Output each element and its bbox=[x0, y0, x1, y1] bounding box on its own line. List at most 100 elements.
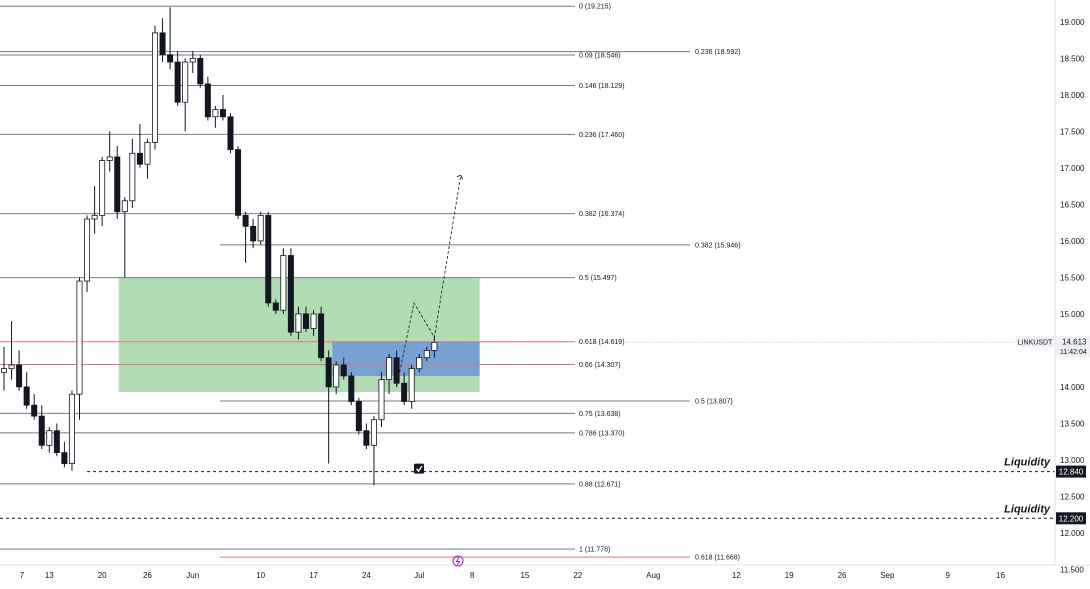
candle-bearish bbox=[114, 156, 121, 213]
candle-bearish bbox=[355, 401, 362, 432]
candle-bullish bbox=[99, 160, 106, 216]
fib-level-label: 0.75 (13.638) bbox=[579, 411, 621, 418]
candle-bullish bbox=[386, 357, 393, 381]
candle-bearish bbox=[401, 382, 408, 402]
price-axis[interactable]: 12.840 12.200 19.000 18.500 18.000 17.500 17.0… bbox=[1016, 0, 1090, 574]
candle-bearish bbox=[136, 152, 143, 165]
candle-bearish bbox=[174, 61, 181, 103]
date-tick-label: Aug bbox=[646, 571, 660, 580]
candle-bullish bbox=[295, 313, 302, 333]
candle-bearish bbox=[272, 302, 279, 311]
fib-level-label: 0.618 (14.619) bbox=[579, 339, 625, 346]
candle-bullish bbox=[84, 218, 91, 282]
candle-bearish bbox=[302, 313, 309, 329]
candle-bearish bbox=[265, 214, 272, 304]
date-tick-label: 9 bbox=[946, 571, 951, 580]
candle-bearish bbox=[242, 214, 249, 227]
date-tick-label: Sep bbox=[880, 571, 895, 580]
candle-bearish bbox=[227, 116, 234, 151]
price-tick-label: 12.500 bbox=[1060, 492, 1085, 501]
candle-bearish bbox=[250, 225, 257, 242]
candle-bearish bbox=[53, 430, 60, 454]
fib-level-label: 0.382 (16.374) bbox=[579, 211, 625, 218]
symbol-tag bbox=[1016, 336, 1054, 348]
fib-extension-label: 0.236 (18.592) bbox=[695, 49, 741, 56]
date-tick-label: 26 bbox=[838, 571, 847, 580]
liquidity-price-label: 12.840 bbox=[1059, 468, 1084, 477]
date-tick-label: 7 bbox=[20, 571, 25, 580]
candle-bullish bbox=[257, 214, 264, 242]
date-tick-label: 22 bbox=[573, 571, 582, 580]
fib-level-label: 0.66 (14.307) bbox=[579, 362, 621, 369]
fib-level-label: 0.5 (15.497) bbox=[579, 275, 617, 282]
candle-bearish bbox=[159, 32, 166, 56]
golden-pocket-zone bbox=[332, 341, 480, 376]
candles-layer bbox=[0, 7, 438, 486]
fib-level-label: 0.88 (12.671) bbox=[579, 481, 621, 488]
levels-layer: 0 (19.215) 0.09 (18.546) 0.146 (18.129) 0.2… bbox=[0, 4, 1055, 562]
last-price-label: 14.613 bbox=[1062, 338, 1087, 347]
candle-bullish bbox=[280, 255, 287, 311]
liquidity-label: Liquidity bbox=[1004, 503, 1051, 515]
liquidity-price-tag bbox=[1056, 512, 1086, 525]
price-tick-label: 12.000 bbox=[1060, 529, 1085, 538]
date-tick-label: 15 bbox=[520, 571, 529, 580]
date-tick-label: Jul bbox=[414, 571, 424, 580]
liquidity-price-label: 12.200 bbox=[1059, 514, 1084, 523]
price-tick-label: 17.000 bbox=[1060, 164, 1085, 173]
candle-bearish bbox=[23, 386, 30, 406]
symbol-label: LINKUSDT bbox=[1018, 340, 1053, 347]
candle-bullish bbox=[333, 364, 340, 388]
date-tick-label: 17 bbox=[309, 571, 318, 580]
price-tick-label: 18.500 bbox=[1060, 54, 1085, 63]
candle-bullish bbox=[370, 419, 377, 446]
fib-level-label: 0.786 (13.370) bbox=[579, 430, 625, 437]
candle-bearish bbox=[16, 364, 23, 388]
price-tick-label: 18.000 bbox=[1060, 91, 1085, 100]
candle-bearish bbox=[219, 109, 226, 118]
date-tick-label: 12 bbox=[732, 571, 741, 580]
candle-bullish bbox=[91, 214, 98, 220]
date-tick-label: 16 bbox=[996, 571, 1005, 580]
lightning-bolt-icon bbox=[455, 557, 461, 566]
candle-bullish bbox=[431, 341, 438, 351]
price-tick-label: 16.000 bbox=[1060, 237, 1085, 246]
date-tick-label: 26 bbox=[143, 571, 152, 580]
candle-bullish bbox=[121, 200, 128, 213]
price-tick-label: 13.000 bbox=[1060, 456, 1085, 465]
price-tick-label: 15.000 bbox=[1060, 310, 1085, 319]
candle-bullish bbox=[0, 368, 7, 373]
candle-bearish bbox=[318, 313, 325, 359]
candle-bullish bbox=[423, 349, 430, 359]
candle-bullish bbox=[8, 364, 15, 370]
candle-bullish bbox=[46, 430, 53, 446]
candle-bullish bbox=[408, 368, 415, 402]
liquidity-label: Liquidity bbox=[1004, 457, 1051, 469]
candle-bearish bbox=[348, 375, 355, 402]
candle-bullish bbox=[310, 313, 317, 329]
candle-bearish bbox=[393, 357, 400, 384]
price-tick-label: 16.500 bbox=[1060, 200, 1085, 209]
fib-extension-label: 0.5 (13.807) bbox=[695, 398, 733, 405]
candle-bearish bbox=[167, 54, 174, 63]
candle-bullish bbox=[76, 280, 83, 395]
candle-bearish bbox=[204, 83, 211, 118]
fib-extension-label: 0.618 (11.668) bbox=[695, 555, 740, 562]
price-tick-label: 13.500 bbox=[1060, 419, 1085, 428]
candle-bullish bbox=[212, 109, 219, 118]
candle-bullish bbox=[416, 357, 423, 370]
candle-bearish bbox=[340, 364, 347, 377]
candle-bullish bbox=[151, 32, 158, 143]
candle-bullish bbox=[144, 141, 151, 165]
candle-bullish bbox=[182, 61, 189, 103]
price-tick-label: 17.500 bbox=[1060, 127, 1085, 136]
candle-bearish bbox=[197, 58, 204, 85]
liquidity-price-tag bbox=[1056, 465, 1086, 478]
candle-bearish bbox=[31, 404, 38, 417]
price-tick-label: 11.500 bbox=[1060, 565, 1084, 574]
time-axis[interactable]: 7 13 20 26 Jun 10 17 24 Jul 8 15 22 Aug 12 19 26 Sep 9 16 bbox=[0, 555, 1090, 580]
candle-bullish bbox=[106, 156, 113, 161]
fib-extension-label: 0.382 (15.946) bbox=[695, 242, 741, 249]
